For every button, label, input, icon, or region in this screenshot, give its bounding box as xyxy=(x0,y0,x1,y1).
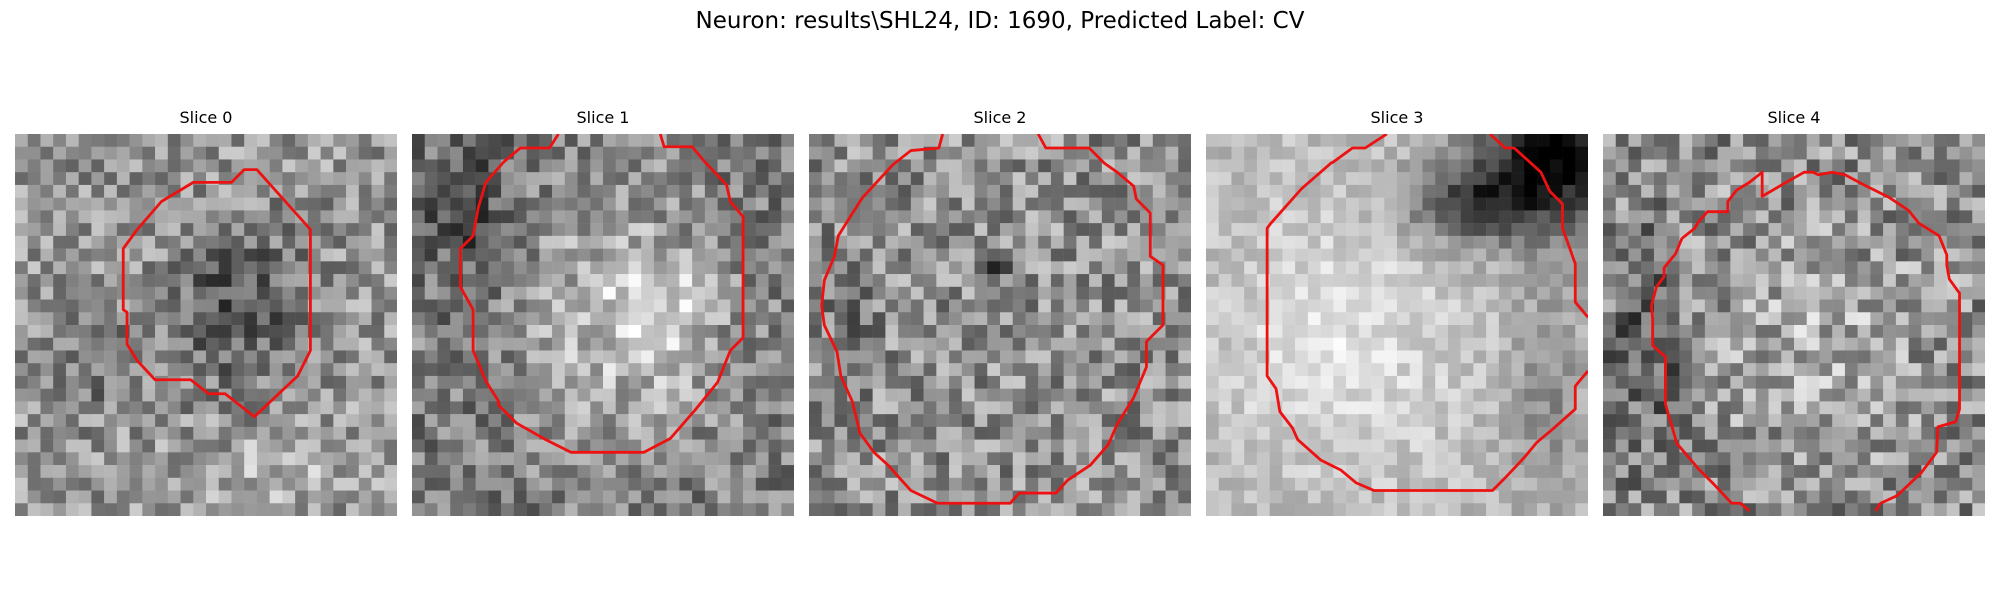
slice-image-4 xyxy=(1603,134,1985,516)
slice-image-2 xyxy=(809,134,1191,516)
pixel-grid xyxy=(1206,134,1588,516)
roi-contour xyxy=(820,134,1165,505)
slice-image-0 xyxy=(15,134,397,516)
figure-title: Neuron: results\SHL24, ID: 1690, Predict… xyxy=(695,8,1305,34)
slice-panel-1: Slice 1 xyxy=(412,108,794,516)
slice-image-1 xyxy=(412,134,794,516)
roi-contour-segment xyxy=(1489,134,1588,319)
roi-contour xyxy=(121,168,312,419)
roi-contour xyxy=(1265,134,1588,492)
slice-panel-0: Slice 0 xyxy=(15,108,397,516)
slice-image-3 xyxy=(1206,134,1588,516)
pixel-grid xyxy=(15,134,397,516)
slice-title-3: Slice 3 xyxy=(1370,108,1424,127)
roi-contour xyxy=(1649,170,1961,512)
slice-title-4: Slice 4 xyxy=(1767,108,1821,127)
slice-panel-2: Slice 2 xyxy=(809,108,1191,516)
roi-contour xyxy=(458,134,745,454)
pixel-grid xyxy=(412,134,794,516)
slice-title-1: Slice 1 xyxy=(576,108,630,127)
pixel-grid xyxy=(1603,134,1985,516)
slice-panel-4: Slice 4 xyxy=(1603,108,1985,516)
slice-panel-3: Slice 3 xyxy=(1206,108,1588,516)
slice-title-2: Slice 2 xyxy=(973,108,1027,127)
slice-title-0: Slice 0 xyxy=(179,108,233,127)
